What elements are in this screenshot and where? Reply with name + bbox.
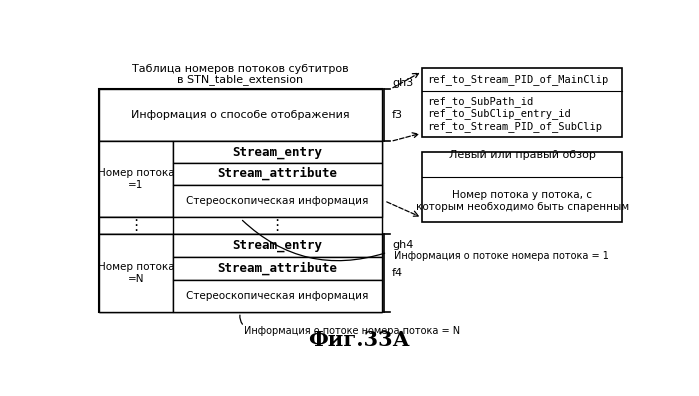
Bar	[99, 141, 382, 217]
Text: ⋮: ⋮	[270, 218, 285, 233]
Text: Stream_attribute: Stream_attribute	[217, 262, 337, 275]
Text: ref_to_Stream_PID_of_SubClip: ref_to_Stream_PID_of_SubClip	[427, 121, 602, 131]
Text: gh4: gh4	[392, 240, 413, 250]
Text: Номер потока
=1: Номер потока =1	[97, 168, 174, 190]
Text: Номер потока у потока, с
которым необходимо быть спаренным: Номер потока у потока, с которым необход…	[416, 190, 628, 211]
Bar	[173, 185, 382, 217]
Bar	[173, 280, 382, 312]
Text: f3: f3	[392, 110, 403, 120]
Text: Информация о потоке номера потока = N: Информация о потоке номера потока = N	[245, 326, 461, 336]
Text: ref_to_SubClip_entry_id: ref_to_SubClip_entry_id	[427, 108, 570, 119]
Text: ⋮: ⋮	[128, 218, 143, 233]
Text: ref_to_SubPath_id: ref_to_SubPath_id	[427, 96, 533, 107]
Bar	[173, 163, 382, 185]
Text: Stream_entry: Stream_entry	[232, 239, 322, 252]
Text: ref_to_Stream_PID_of_MainClip: ref_to_Stream_PID_of_MainClip	[427, 74, 608, 84]
Text: Информация о способе отображения: Информация о способе отображения	[131, 110, 350, 120]
Text: Стереоскопическая информация: Стереоскопическая информация	[186, 196, 368, 206]
Text: f4: f4	[392, 268, 403, 278]
Bar	[99, 89, 382, 312]
Text: Таблица номеров потоков субтитров: Таблица номеров потоков субтитров	[132, 64, 349, 74]
Text: gh3: gh3	[392, 78, 413, 88]
Text: Номер потока
=N: Номер потока =N	[97, 262, 174, 284]
Bar	[99, 89, 382, 141]
Text: Левый или правый обзор: Левый или правый обзор	[449, 150, 596, 160]
Bar	[173, 234, 382, 257]
Bar	[99, 217, 382, 234]
Text: Стереоскопическая информация: Стереоскопическая информация	[186, 291, 368, 301]
Text: Информация о потоке номера потока = 1: Информация о потоке номера потока = 1	[394, 251, 608, 261]
Bar	[173, 141, 382, 163]
Text: Stream_attribute: Stream_attribute	[217, 167, 337, 181]
Bar	[99, 217, 173, 234]
Bar	[173, 257, 382, 280]
Bar	[422, 68, 622, 137]
Bar	[422, 152, 622, 221]
Bar	[99, 234, 173, 312]
Text: в STN_table_extension: в STN_table_extension	[178, 74, 303, 85]
Bar	[99, 141, 173, 217]
Text: Stream_entry: Stream_entry	[232, 146, 322, 159]
Text: Фиг.33А: Фиг.33А	[308, 330, 410, 350]
Bar	[99, 234, 382, 312]
